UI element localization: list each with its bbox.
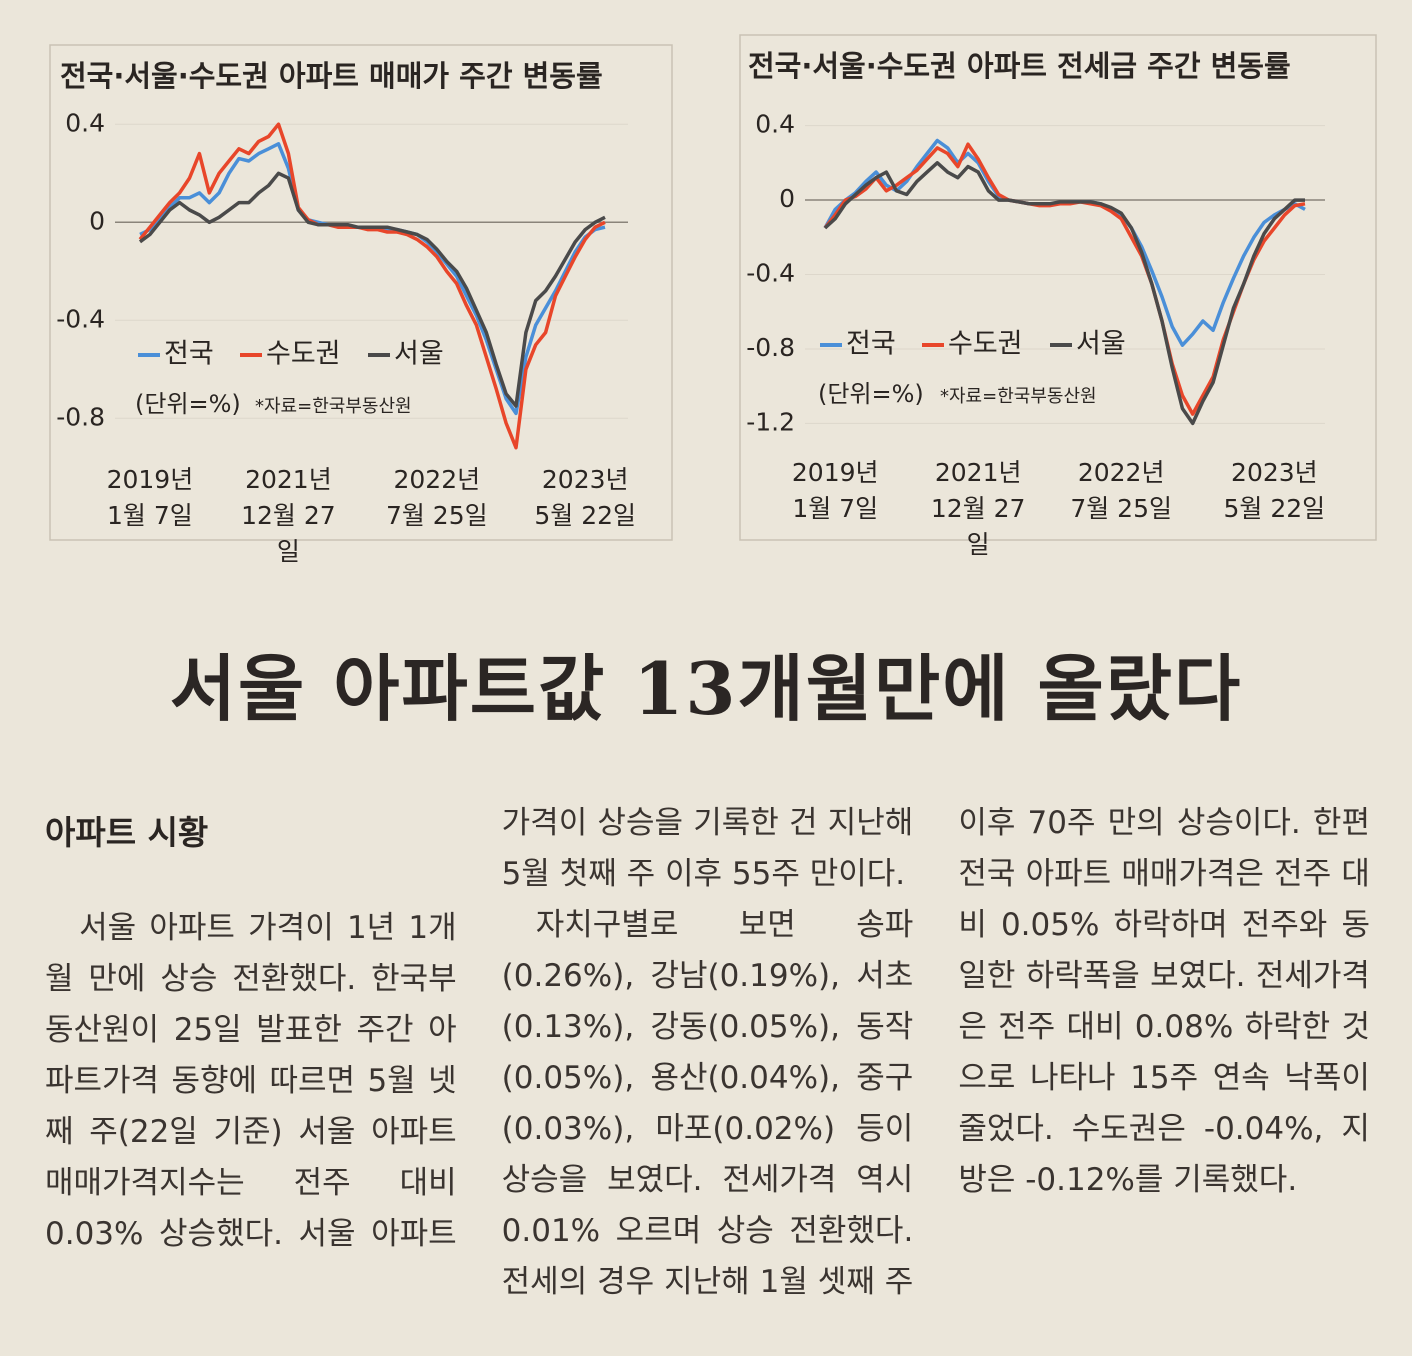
x-tick-label: 2019년 1월 7일 [735, 455, 935, 527]
x-tick-label: 2021년 12월 27일 [878, 455, 1078, 563]
chart-title: 전국·서울·수도권 아파트 전세금 주간 변동률 [748, 49, 1291, 83]
x-tick-text: 2022년 7월 25일 [385, 465, 488, 530]
x-tick-text: 2021년 12월 27일 [930, 458, 1026, 559]
x-tick-label: 2023년 5월 22일 [485, 462, 685, 534]
paragraph: 자치구별로 보면 송파(0.26%), 강남(0.19%), 서초(0.13%)… [501, 805, 1370, 1300]
unit-note: (단위=%) [135, 390, 241, 418]
y-tick-label: 0.4 [755, 110, 795, 139]
y-tick-label: 0 [89, 206, 105, 235]
series-line [138, 171, 606, 408]
legend-label: 전국 [846, 329, 896, 360]
chart-frame [49, 44, 673, 541]
legend-label: 수도권 [948, 329, 1023, 360]
y-tick-label: -0.4 [56, 304, 105, 333]
x-tick-text: 2019년 1월 7일 [106, 465, 194, 530]
y-tick-label: -0.8 [746, 333, 795, 362]
x-tick-text: 2022년 7월 25일 [1070, 458, 1172, 523]
y-tick-label: 0.4 [65, 108, 105, 137]
section-title: 아파트 시황 [45, 813, 209, 852]
headline: 서울 아파트값 13개월만에 올랐다 [169, 646, 1243, 731]
unit-note: (단위=%) [818, 380, 924, 408]
x-tick-label: 2019년 1월 7일 [50, 462, 250, 534]
legend-label: 서울 [394, 339, 444, 370]
x-tick-label: 2022년 7월 25일 [337, 462, 537, 534]
chart-frame [739, 34, 1377, 541]
article-body: 아파트 시황 서울 아파트 가격이 1년 1개월 만에 상승 전환했다. 한국부… [45, 798, 1370, 1318]
paragraph: 서울 아파트 가격이 1년 1개월 만에 상승 전환했다. 한국부동산원이 25… [45, 805, 914, 1252]
x-tick-text: 2021년 12월 27일 [241, 465, 336, 566]
legend-label: 서울 [1076, 329, 1126, 360]
source-note: *자료=한국부동산원 [255, 396, 412, 417]
charts: 전국·서울·수도권 아파트 매매가 주간 변동률 0.4 0 -0.4 -0.8 전국 수도… [49, 34, 1377, 541]
y-tick-label: -1.2 [746, 407, 795, 436]
x-tick-text: 2023년 5월 22일 [1223, 458, 1326, 523]
legend-label: 수도권 [266, 339, 341, 370]
x-tick-label: 2022년 7월 25일 [1021, 455, 1221, 527]
series-line [823, 161, 1305, 426]
x-tick-label: 2023년 5월 22일 [1174, 455, 1374, 527]
x-tick-text: 2023년 5월 22일 [534, 465, 637, 530]
x-tick-text: 2019년 1월 7일 [791, 458, 879, 523]
series-line [139, 142, 606, 416]
y-tick-label: 0 [779, 184, 795, 213]
x-tick-label: 2021년 12월 27일 [188, 462, 388, 570]
series-line [138, 122, 606, 450]
chart-title: 전국·서울·수도권 아파트 매매가 주간 변동률 [60, 59, 603, 93]
y-tick-label: -0.8 [56, 402, 105, 431]
y-tick-label: -0.4 [746, 259, 795, 288]
legend-label: 전국 [164, 339, 214, 370]
source-note: *자료=한국부동산원 [940, 386, 1097, 407]
